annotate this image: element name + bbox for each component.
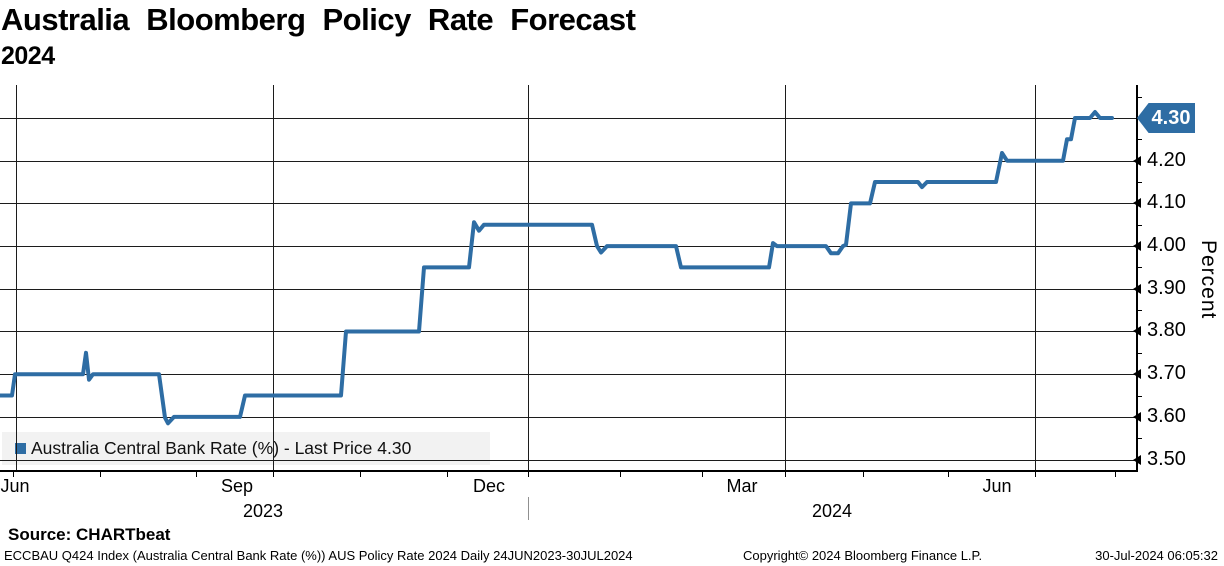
last-price-value: 4.30 (1151, 106, 1191, 129)
footer-timestamp: 30-Jul-2024 06:05:32 (1095, 548, 1218, 563)
y-axis-tick-icon (1133, 155, 1141, 166)
footer-copyright: Copyright© 2024 Bloomberg Finance L.P. (743, 548, 983, 563)
y-axis-tick-label: 3.50 (1147, 447, 1186, 470)
h-gridline (0, 160, 1136, 162)
x-axis-tick (620, 471, 621, 477)
footer-index-info: ECCBAU Q424 Index (Australia Central Ban… (4, 548, 633, 563)
last-price-badge: 4.30 (1137, 103, 1195, 133)
y-axis-tick-label: 4.00 (1147, 234, 1186, 257)
y-axis-tick-icon (1133, 454, 1141, 465)
h-gridline (0, 246, 1136, 248)
source-label: Source: CHARTbeat (8, 525, 171, 544)
v-gridline (528, 85, 529, 470)
x-axis-tick (196, 471, 197, 477)
x-axis-year-label: 2024 (811, 501, 853, 521)
x-axis-tick (1035, 471, 1036, 477)
x-axis-tick (785, 471, 786, 477)
y-axis-minor-tick (1136, 182, 1142, 183)
legend-label: Australia Central Bank Rate (%) - Last P… (31, 438, 412, 458)
x-axis-month-label: Jun (982, 476, 1012, 496)
y-axis-minor-tick (1136, 96, 1142, 98)
v-gridline (785, 85, 786, 470)
h-gridline (0, 203, 1136, 205)
y-axis-minor-tick (1136, 310, 1142, 312)
x-axis-tick (13, 471, 14, 477)
v-gridline (273, 85, 274, 470)
y-axis-tick-label: 4.10 (1147, 191, 1186, 214)
x-axis-month-label: Jun (0, 476, 30, 496)
y-axis-tick-icon (1133, 198, 1141, 209)
y-axis-tick-label: 3.60 (1147, 404, 1186, 427)
x-axis-tick (273, 471, 274, 477)
x-axis-month-label: Sep (220, 476, 254, 496)
y-axis-minor-tick (1136, 438, 1142, 440)
year-divider-line (528, 497, 529, 520)
y-axis-minor-tick (1136, 352, 1142, 354)
y-axis-minor-tick (1136, 139, 1142, 141)
plot-area: Australia Central Bank Rate (%) - Last P… (0, 85, 1136, 470)
x-axis-year-label: 2023 (242, 501, 284, 521)
x-axis-tick (528, 471, 529, 477)
y-axis-tick-icon (1133, 326, 1141, 337)
h-gridline (0, 288, 1136, 290)
y-axis-tick-label: 3.80 (1147, 319, 1186, 342)
y-axis-tick-label: 4.20 (1147, 148, 1186, 171)
h-gridline (0, 331, 1136, 333)
y-axis-tick-label: 3.90 (1147, 276, 1186, 299)
h-gridline (0, 374, 1136, 376)
page-subtitle: 2024 (1, 42, 55, 70)
y-axis (1136, 85, 1138, 472)
h-gridline (0, 416, 1136, 418)
x-axis-tick (100, 471, 101, 477)
x-axis-tick (447, 471, 448, 477)
legend: Australia Central Bank Rate (%) - Last P… (2, 432, 490, 465)
x-axis-tick (702, 471, 703, 477)
page-title: Australia Bloomberg Policy Rate Forecast (1, 2, 636, 37)
x-axis-tick (1115, 471, 1116, 477)
y-axis-tick-label: 3.70 (1147, 362, 1186, 385)
h-gridline (0, 117, 1136, 119)
x-axis-month-label: Mar (726, 476, 758, 496)
rate-line-series (0, 110, 1114, 426)
y-axis-minor-tick (1136, 224, 1142, 226)
x-axis-tick (948, 471, 949, 477)
y-axis-tick-icon (1133, 241, 1141, 252)
x-axis-tick (360, 471, 361, 477)
x-axis (0, 470, 1138, 472)
y-axis-minor-tick (1136, 395, 1142, 397)
h-gridline (0, 459, 1136, 461)
v-gridline (1035, 85, 1036, 470)
y-axis-tick-icon (1133, 369, 1141, 380)
y-axis-tick-icon (1133, 283, 1141, 294)
x-axis-month-label: Dec (472, 476, 505, 496)
y-axis-title: Percent (1197, 240, 1220, 320)
x-axis-tick (863, 471, 864, 477)
y-axis-minor-tick (1136, 267, 1142, 269)
legend-swatch-icon (15, 443, 26, 454)
policy-rate-line (0, 110, 1114, 426)
y-axis-tick-icon (1133, 411, 1141, 422)
v-gridline (16, 85, 17, 470)
